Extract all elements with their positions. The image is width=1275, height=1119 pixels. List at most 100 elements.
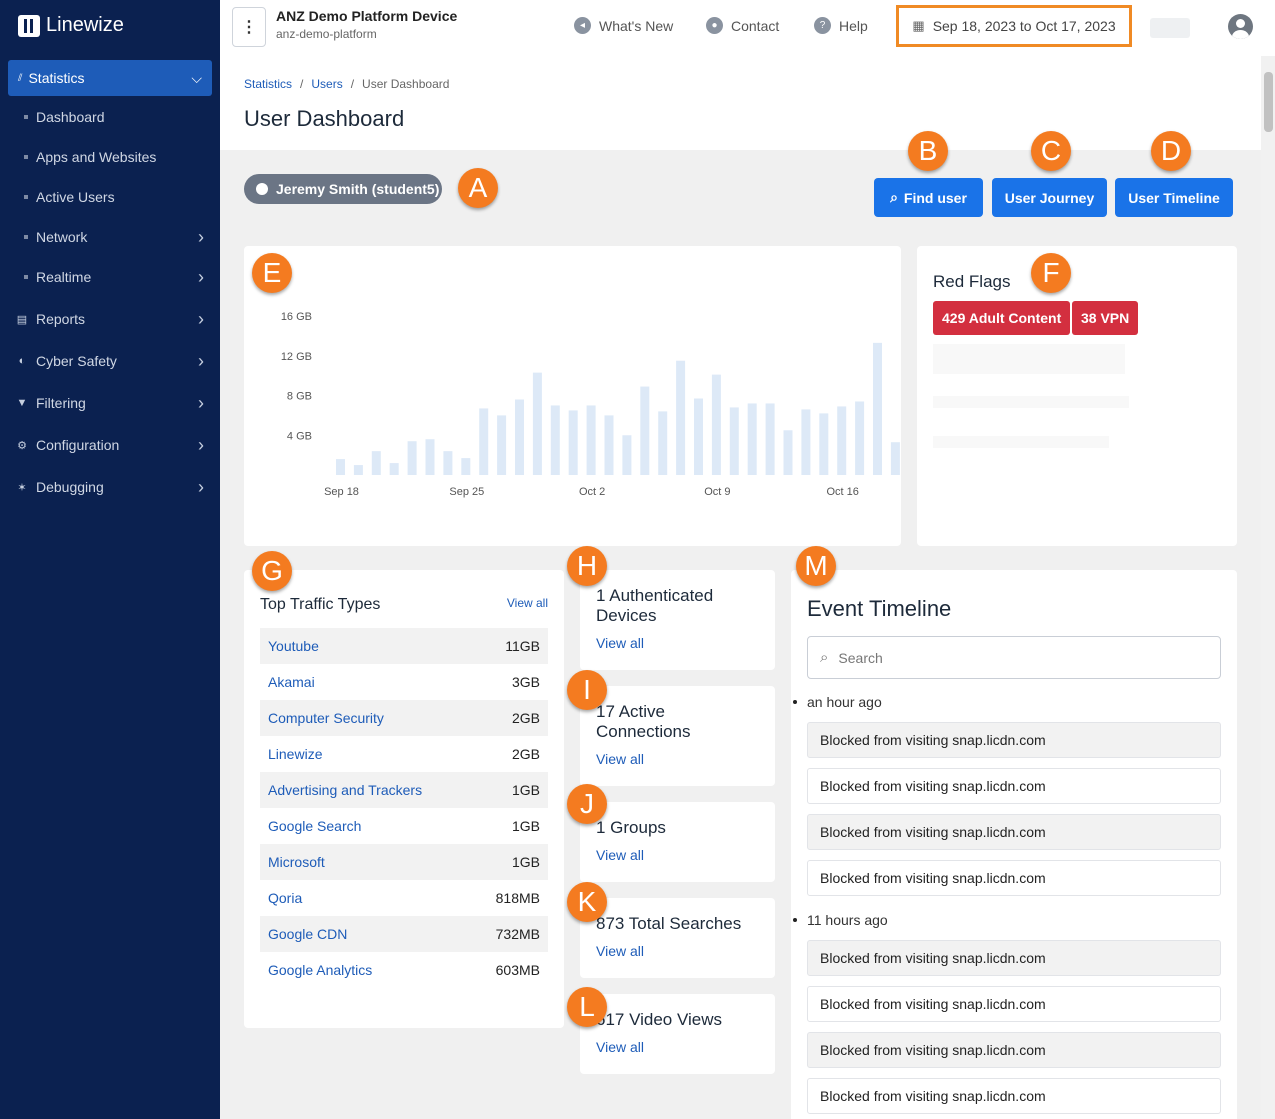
sidebar-item-debugging[interactable]: ✶ Debugging ›	[0, 469, 220, 505]
chart-bar[interactable]	[729, 407, 739, 475]
chart-bar[interactable]	[532, 372, 542, 475]
timeline-event[interactable]: Blocked from visiting snap.licdn.com	[807, 860, 1221, 896]
breadcrumb-users[interactable]: Users	[311, 77, 343, 91]
red-flag-vpn[interactable]: 38 VPN	[1072, 301, 1139, 335]
stat-view-all[interactable]: View all	[596, 751, 644, 767]
event-search-input[interactable]: ⌕ Search	[807, 636, 1221, 679]
traffic-type-name[interactable]: Qoria	[268, 890, 303, 906]
sidebar-item-configuration[interactable]: ⚙ Configuration ›	[0, 427, 220, 463]
red-flag-adult-content[interactable]: 429 Adult Content	[933, 301, 1071, 335]
sidebar-item-cyber-safety[interactable]: ◐ Cyber Safety ›	[0, 343, 220, 379]
chart-bar[interactable]	[515, 399, 524, 475]
scrollbar[interactable]	[1261, 56, 1275, 1119]
table-row[interactable]: Linewize 2GB	[260, 736, 548, 772]
find-user-button[interactable]: ⌕ Find user	[874, 178, 983, 217]
red-flags-card: Red Flags 429 Adult Content 38 VPN	[917, 246, 1237, 546]
timeline-event[interactable]: Blocked from visiting snap.licdn.com	[807, 986, 1221, 1022]
chart-bar[interactable]	[389, 463, 399, 475]
timeline-event[interactable]: Blocked from visiting snap.licdn.com	[807, 768, 1221, 804]
sidebar-item-network[interactable]: Network ›	[0, 219, 220, 255]
traffic-type-name[interactable]: Linewize	[268, 746, 323, 762]
sidebar-item-statistics[interactable]: ⫽ Statistics ⌵	[8, 60, 212, 96]
whats-new-link[interactable]: ◂ What's New	[574, 17, 673, 34]
chart-bar[interactable]	[801, 409, 811, 475]
table-row[interactable]: Youtube 11GB	[260, 628, 548, 664]
breadcrumb-statistics[interactable]: Statistics	[244, 77, 293, 91]
chart-bar[interactable]	[658, 411, 668, 475]
sidebar-item-realtime[interactable]: Realtime ›	[0, 259, 220, 295]
logo[interactable]: Linewize	[18, 14, 124, 37]
table-row[interactable]: Google Analytics 603MB	[260, 952, 548, 988]
traffic-type-name[interactable]: Microsoft	[268, 854, 325, 870]
chart-bar[interactable]	[819, 413, 829, 475]
chart-bar[interactable]	[855, 401, 865, 475]
blurred-placeholder	[933, 396, 1129, 408]
traffic-type-name[interactable]: Google Search	[268, 818, 362, 834]
avatar[interactable]	[1228, 14, 1253, 39]
chart-bar[interactable]	[783, 430, 793, 475]
chart-bar[interactable]	[694, 398, 703, 475]
sidebar-item-reports[interactable]: ▤ Reports ›	[0, 301, 220, 337]
chart-bar[interactable]	[765, 403, 775, 475]
help-link[interactable]: ? Help	[814, 17, 868, 34]
table-row[interactable]: Qoria 818MB	[260, 880, 548, 916]
contact-link[interactable]: ● Contact	[706, 17, 779, 34]
stat-view-all[interactable]: View all	[596, 943, 644, 959]
traffic-type-name[interactable]: Google Analytics	[268, 962, 373, 978]
chart-bar[interactable]	[747, 403, 757, 475]
stat-title: 1 Authenticated Devices	[596, 586, 714, 625]
table-row[interactable]: Google CDN 732MB	[260, 916, 548, 952]
chart-bar[interactable]	[336, 459, 345, 475]
chart-bar[interactable]	[586, 405, 596, 475]
timeline-event[interactable]: Blocked from visiting snap.licdn.com	[807, 940, 1221, 976]
user-journey-button[interactable]: User Journey	[992, 178, 1107, 217]
traffic-type-name[interactable]: Google CDN	[268, 926, 348, 942]
timeline-event[interactable]: Blocked from visiting snap.licdn.com	[807, 1078, 1221, 1114]
chevron-down-icon: ⌵	[191, 69, 202, 86]
top-traffic-view-all[interactable]: View all	[506, 596, 548, 610]
stat-view-all[interactable]: View all	[596, 847, 644, 863]
sidebar-item-apps-and-websites[interactable]: Apps and Websites	[0, 139, 220, 175]
chart-bar[interactable]	[479, 408, 489, 475]
chart-bar[interactable]	[676, 360, 686, 475]
chart-bar[interactable]	[837, 406, 847, 475]
chart-bar[interactable]	[711, 374, 721, 475]
chart-bar[interactable]	[568, 410, 578, 475]
traffic-type-name[interactable]: Youtube	[268, 638, 319, 654]
table-row[interactable]: Akamai 3GB	[260, 664, 548, 700]
stat-view-all[interactable]: View all	[596, 1039, 644, 1055]
timeline-event[interactable]: Blocked from visiting snap.licdn.com	[807, 814, 1221, 850]
table-row[interactable]: Advertising and Trackers 1GB	[260, 772, 548, 808]
chart-bar[interactable]	[622, 435, 632, 475]
stat-view-all[interactable]: View all	[596, 635, 644, 651]
chart-bar[interactable]	[407, 441, 417, 475]
chat-icon: ●	[706, 17, 723, 34]
table-row[interactable]: Microsoft 1GB	[260, 844, 548, 880]
chart-bar[interactable]	[497, 415, 507, 475]
traffic-type-name[interactable]: Computer Security	[268, 710, 384, 726]
chart-bar[interactable]	[640, 386, 650, 475]
scrollbar-thumb[interactable]	[1264, 72, 1273, 132]
chart-bar[interactable]	[461, 458, 471, 475]
chart-bar[interactable]	[873, 342, 882, 475]
timeline-event[interactable]: Blocked from visiting snap.licdn.com	[807, 722, 1221, 758]
traffic-type-name[interactable]: Akamai	[268, 674, 315, 690]
traffic-type-name[interactable]: Advertising and Trackers	[268, 782, 423, 798]
timeline-event[interactable]: Blocked from visiting snap.licdn.com	[807, 1032, 1221, 1068]
notifications-icon[interactable]	[1150, 18, 1190, 38]
sidebar-item-active-users[interactable]: Active Users	[0, 179, 220, 215]
device-menu-button[interactable]: ⋮	[232, 7, 266, 47]
sidebar-item-dashboard[interactable]: Dashboard	[0, 99, 220, 135]
chart-bar[interactable]	[550, 405, 560, 475]
user-timeline-button[interactable]: User Timeline	[1115, 178, 1233, 217]
chart-bar[interactable]	[443, 451, 453, 475]
chart-bar[interactable]	[425, 439, 435, 475]
sidebar-item-filtering[interactable]: ▼ Filtering ›	[0, 385, 220, 421]
date-range-picker[interactable]: ▦ Sep 18, 2023 to Oct 17, 2023	[896, 5, 1132, 47]
chart-bar[interactable]	[371, 451, 381, 475]
table-row[interactable]: Computer Security 2GB	[260, 700, 548, 736]
table-row[interactable]: Google Search 1GB	[260, 808, 548, 844]
chart-bar[interactable]	[604, 415, 614, 475]
chart-bar[interactable]	[353, 465, 363, 475]
chart-bar[interactable]	[890, 442, 900, 475]
